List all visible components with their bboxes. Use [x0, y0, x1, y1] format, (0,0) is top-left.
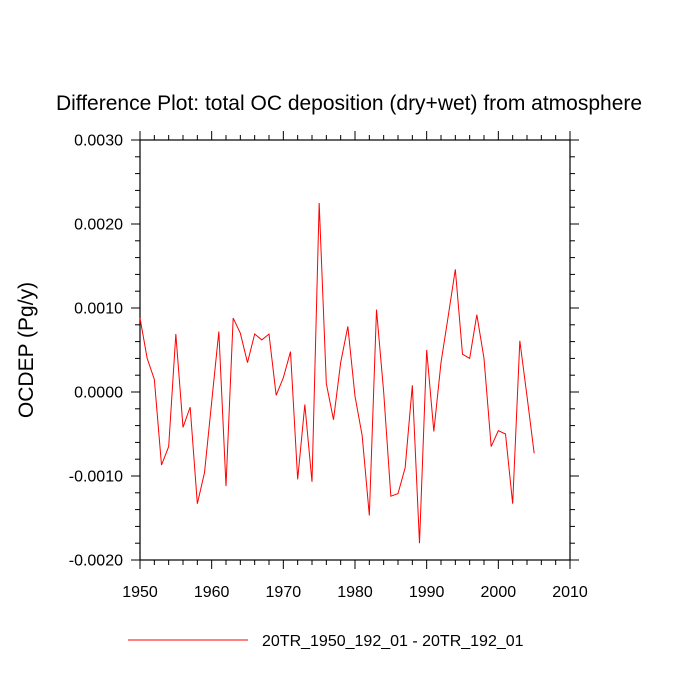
x-tick-label: 1960: [194, 584, 230, 601]
x-tick-label: 1990: [409, 584, 445, 601]
x-tick-label: 1970: [266, 584, 302, 601]
x-tick-label: 1980: [337, 584, 373, 601]
series-line-0: [139, 202, 535, 544]
legend-label: 20TR_1950_192_01 - 20TR_192_01: [262, 633, 524, 650]
x-tick-label: 2000: [481, 584, 517, 601]
y-axis-label: OCDEP (Pg/y): [15, 282, 38, 418]
x-axis: 1950 1960 1970 1980 1990 2000 2010: [122, 131, 588, 601]
x-tick-label: 1950: [122, 584, 158, 601]
chart-title: Difference Plot: total OC deposition (dr…: [56, 92, 642, 115]
y-tick-label: -0.0010: [69, 469, 123, 486]
series-group: [139, 202, 535, 544]
y-tick-label: 0.0020: [74, 217, 123, 234]
y-tick-label: 0.0000: [74, 385, 123, 402]
y-axis: -0.0020 -0.0010 0.0000 0.0010 0.0020 0.0030: [69, 133, 579, 570]
plot-frame: [139, 139, 571, 561]
legend: 20TR_1950_192_01 - 20TR_192_01: [128, 633, 524, 650]
y-tick-label: -0.0020: [69, 553, 123, 570]
y-tick-label: 0.0030: [74, 133, 123, 150]
y-tick-label: 0.0010: [74, 301, 123, 318]
x-tick-label: 2010: [552, 584, 588, 601]
